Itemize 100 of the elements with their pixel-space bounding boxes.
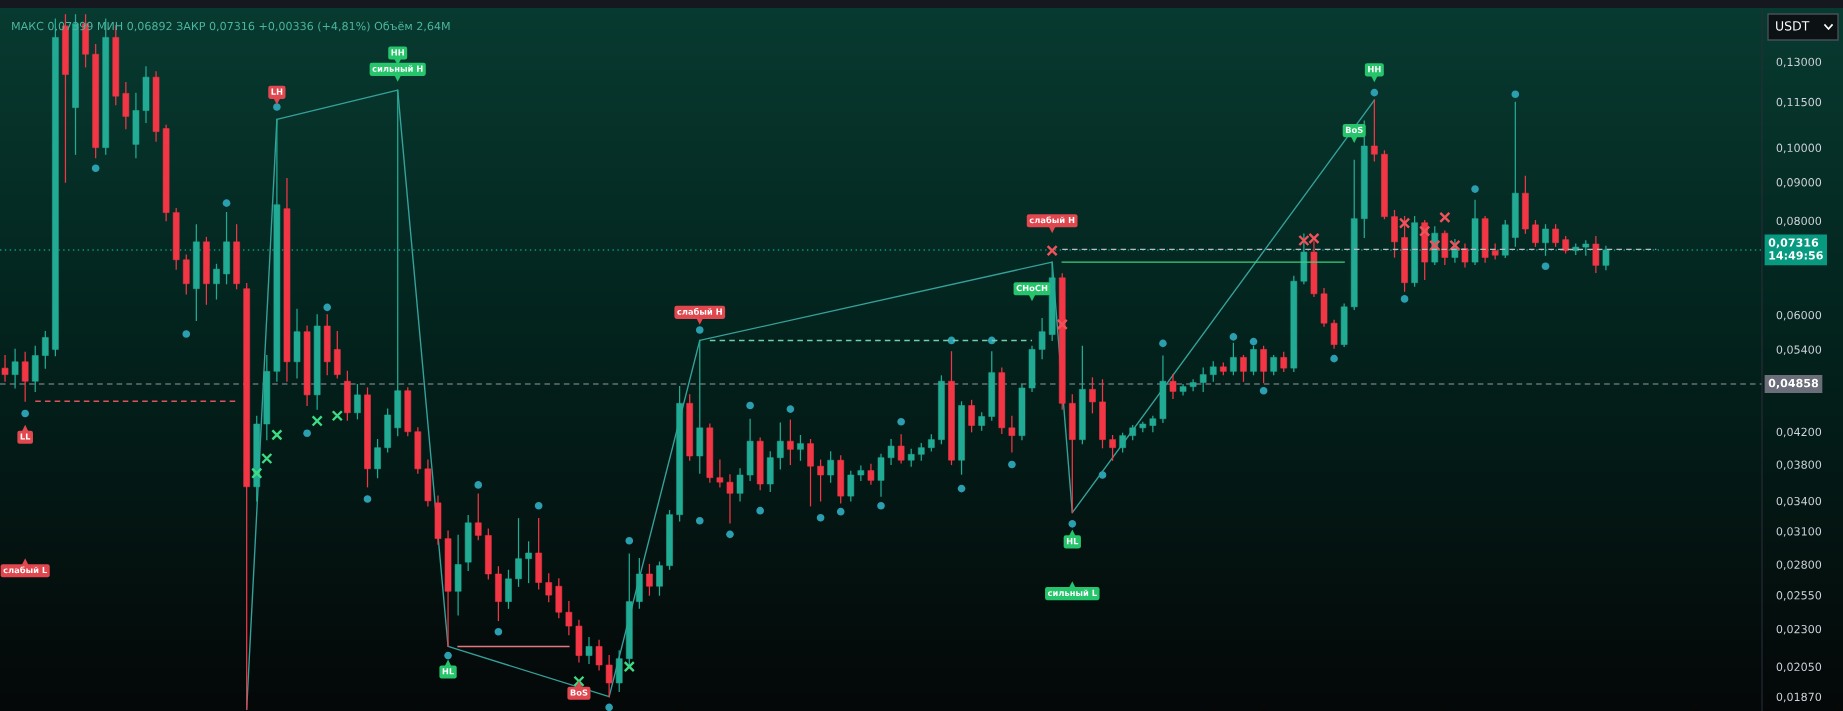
candlestick [1602, 245, 1610, 271]
data-label: LH [271, 88, 283, 95]
point [273, 103, 281, 111]
candlestick [1451, 239, 1459, 263]
candlestick [1169, 373, 1177, 400]
candlestick [1461, 243, 1469, 268]
candlestick [595, 639, 603, 671]
data-label: слабый H [677, 308, 722, 315]
candlestick [1532, 220, 1539, 247]
point [726, 530, 734, 539]
candlestick [807, 438, 814, 507]
y-tick-label: 0,10000 [1776, 143, 1822, 154]
y-tick-label: 0,02550 [1776, 591, 1822, 601]
point [1449, 239, 1461, 252]
candlestick [1371, 99, 1378, 162]
data-label: BoS [570, 689, 588, 696]
point [1400, 295, 1409, 303]
y-tick-label: 0,02300 [1776, 624, 1822, 635]
point [1008, 460, 1016, 469]
data-label: CHoCH [1016, 284, 1048, 292]
y-tick-label: 0,06000 [1776, 310, 1822, 321]
point [836, 507, 845, 516]
point [1471, 185, 1479, 193]
point [222, 199, 231, 207]
candlestick [21, 351, 29, 402]
candlestick [1260, 345, 1267, 384]
data-label: HH [1368, 66, 1381, 73]
candlestick [867, 463, 875, 485]
candlestick [505, 569, 512, 609]
candlestick [646, 563, 653, 596]
candlestick [827, 451, 834, 483]
point [182, 330, 191, 338]
point [323, 303, 332, 312]
candlestick [565, 600, 573, 636]
point [623, 660, 635, 673]
ref-line-label: 0,07316 14:49:56 [1768, 238, 1823, 260]
point [251, 467, 263, 479]
data-label: BoS [1345, 126, 1363, 134]
text: USDT [1776, 21, 1810, 31]
point [21, 409, 29, 418]
candlestick [1179, 383, 1187, 396]
candlestick [1280, 351, 1288, 372]
point [1541, 262, 1550, 271]
point [1370, 88, 1379, 97]
candlestick [374, 438, 381, 479]
candlestick [605, 654, 613, 698]
point [957, 484, 966, 493]
candlestick [182, 254, 190, 295]
point [1046, 244, 1058, 257]
candlestick [797, 435, 804, 461]
point [1439, 211, 1451, 224]
candlestick [354, 383, 361, 420]
candlestick [1119, 432, 1126, 453]
candlestick [1189, 379, 1197, 392]
data-label: слабый H [1029, 216, 1075, 224]
candlestick [1250, 345, 1257, 376]
candlestick [736, 468, 744, 502]
candlestick [716, 459, 724, 488]
candlestick [817, 459, 824, 502]
data-label: сильный H [372, 65, 423, 72]
candlestick [877, 453, 885, 497]
data-label: слабый L [3, 566, 47, 574]
candlestick [1199, 367, 1207, 393]
point [1249, 337, 1258, 346]
point [363, 495, 372, 503]
point [1398, 217, 1411, 229]
y-tick-label: 0,01870 [1776, 692, 1822, 703]
candlestick [1038, 318, 1046, 360]
data-label: HH [391, 49, 404, 56]
ref-line-label: 0,04858 [1768, 378, 1819, 389]
candlestick [122, 81, 130, 130]
point [1229, 333, 1238, 341]
point [1511, 90, 1520, 99]
point [311, 415, 323, 427]
candlestick [474, 493, 482, 541]
point [331, 410, 343, 422]
point [695, 326, 704, 334]
candlestick [1109, 435, 1116, 461]
candlestick [525, 541, 532, 584]
point [746, 401, 754, 410]
point [756, 506, 764, 515]
y-tick-label: 0,02050 [1776, 662, 1822, 673]
point [897, 417, 905, 426]
point [573, 675, 585, 687]
candlestick [897, 434, 905, 464]
y-tick-label: 0,13000 [1776, 57, 1822, 68]
point [1159, 339, 1167, 348]
point [91, 164, 100, 173]
point [1330, 354, 1338, 363]
candlestick [1008, 415, 1016, 453]
candlestick [545, 573, 553, 603]
candlestick [394, 89, 402, 437]
candlestick [847, 470, 855, 502]
candlestick [857, 465, 865, 481]
candlestick [515, 518, 522, 587]
point [605, 703, 613, 711]
y-tick-label: 0,08000 [1776, 216, 1822, 227]
point [444, 651, 452, 660]
y-tick-label: 0,09000 [1776, 178, 1822, 188]
point [695, 516, 704, 525]
